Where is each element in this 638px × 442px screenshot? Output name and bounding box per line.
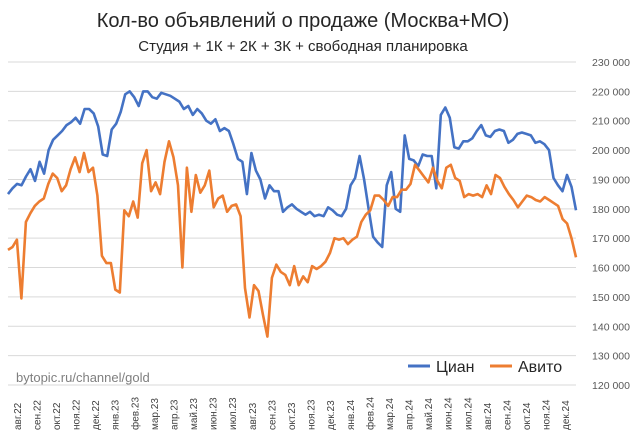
y-tick-label: 220 000 (592, 86, 630, 98)
y-tick-label: 180 000 (592, 204, 630, 216)
chart-subtitle: Студия + 1К + 2К + 3К + свободная планир… (138, 38, 468, 55)
x-tick-label: фев.23 (129, 397, 141, 430)
chart-title: Кол-во объявлений о продаже (Москва+МО) (97, 10, 510, 32)
x-tick-label: авг.24 (483, 402, 494, 430)
x-tick-label: янв.23 (111, 399, 122, 430)
x-tick-label: сен.24 (502, 400, 513, 430)
y-tick-label: 120 000 (592, 380, 630, 392)
x-tick-label: дек.22 (91, 400, 102, 430)
x-tick-label: окт.22 (52, 402, 63, 430)
x-tick-label: дек.24 (561, 400, 572, 430)
x-tick-label: дек.23 (326, 400, 337, 430)
x-tick-label: апр.24 (405, 399, 416, 430)
y-tick-label: 200 000 (592, 145, 630, 157)
x-tick-label: май.24 (424, 398, 435, 430)
x-tick-label: мар.24 (385, 398, 396, 430)
series-line-0 (6, 90, 578, 249)
y-tick-label: 160 000 (592, 263, 630, 275)
x-tick-label: май.23 (189, 398, 200, 430)
y-tick-label: 150 000 (592, 292, 630, 304)
legend: Циан Авито (408, 359, 562, 376)
x-tick-label: июл.23 (228, 397, 239, 430)
x-tick-label: авг.22 (13, 402, 24, 430)
y-tick-label: 210 000 (592, 116, 630, 128)
x-tick-label: ноя.23 (307, 399, 318, 430)
x-tick-label: июн.23 (209, 397, 220, 430)
gridlines (8, 61, 576, 386)
legend-label-avito: Авито (518, 359, 562, 376)
legend-label-cian: Циан (436, 359, 475, 376)
x-tick-label: мар.23 (150, 398, 161, 430)
series-lines (6, 90, 578, 338)
series-line-1 (7, 140, 578, 338)
y-tick-label: 140 000 (592, 321, 630, 333)
x-tick-label: фев.24 (364, 397, 376, 430)
x-tick-label: янв.24 (346, 399, 357, 430)
x-tick-label: апр.23 (170, 399, 181, 430)
x-tick-label: ноя.22 (72, 399, 83, 430)
x-tick-label: ноя.24 (542, 399, 553, 430)
x-tick-label: сен.22 (32, 400, 43, 430)
y-tick-label: 170 000 (592, 233, 630, 245)
y-axis-ticks: 120 000 130 000 140 000 150 000 160 000 170 0… (592, 57, 630, 392)
x-tick-label: июл.24 (463, 397, 474, 430)
x-tick-label: июн.24 (444, 397, 455, 430)
x-tick-label: окт.24 (522, 402, 533, 430)
y-tick-label: 130 000 (592, 351, 630, 363)
x-tick-label: сен.23 (267, 400, 278, 430)
y-tick-label: 230 000 (592, 57, 630, 69)
x-tick-label: авг.23 (248, 402, 259, 430)
watermark: bytopic.ru/channel/gold (16, 370, 150, 385)
y-tick-label: 190 000 (592, 174, 630, 186)
x-axis-ticks: авг.22 сен.22 окт.22 ноя.22 дек.22 янв.23 фев.… (13, 397, 572, 430)
x-tick-label: окт.23 (287, 402, 298, 430)
